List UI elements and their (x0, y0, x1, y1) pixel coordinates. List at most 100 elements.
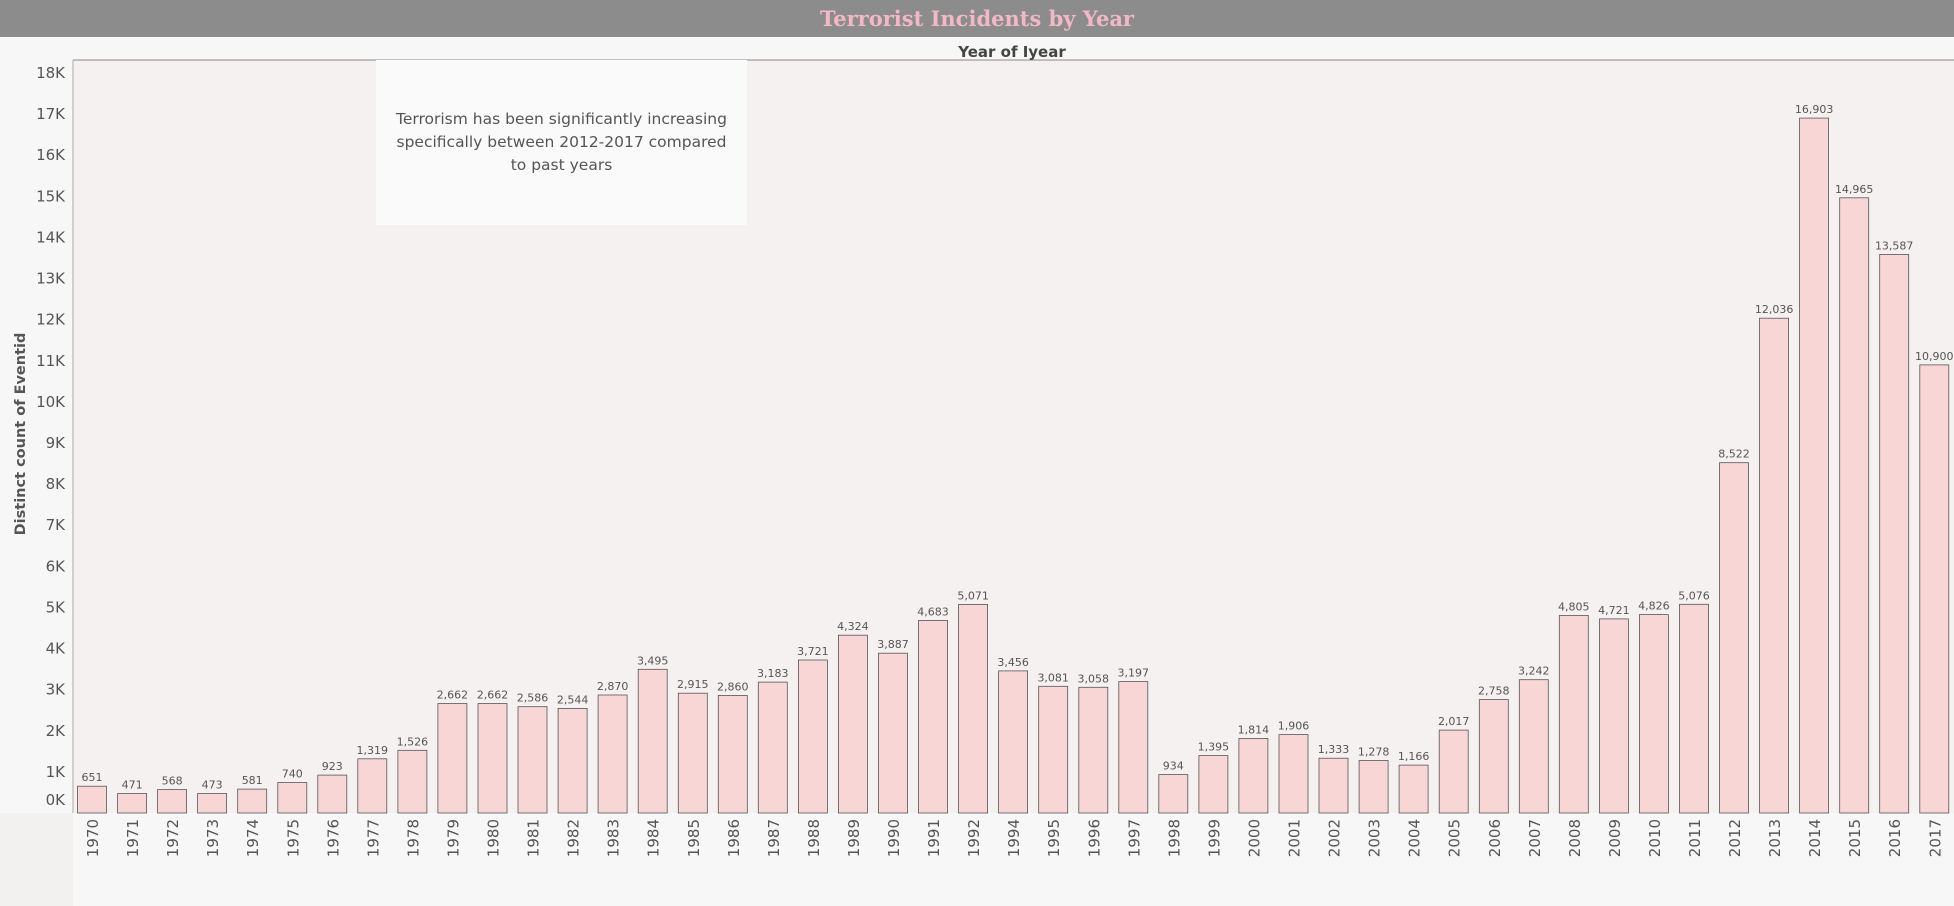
bar[interactable] (517, 706, 548, 814)
data-label: 1,906 (1278, 720, 1310, 733)
x-tick-label: 2017 (1926, 819, 1944, 857)
data-label: 3,242 (1518, 665, 1550, 678)
x-axis-ticks: 1970 1971 1972 1973 1974 1975 1976 1977 1978 1979… (84, 819, 1944, 857)
bar[interactable] (1558, 615, 1589, 814)
y-tick-label: 4K (46, 640, 67, 658)
bar[interactable] (1238, 738, 1269, 814)
x-tick-label: 1994 (1005, 819, 1023, 857)
bar[interactable] (1398, 764, 1429, 814)
bar[interactable] (958, 604, 988, 814)
data-label: 10,900 (1915, 350, 1954, 363)
x-tick-label: 2009 (1606, 819, 1624, 857)
x-tick-label: 2000 (1245, 819, 1263, 857)
bar[interactable] (1719, 462, 1749, 814)
data-label: 934 (1163, 760, 1184, 773)
bar[interactable] (1759, 317, 1789, 814)
x-tick-label: 1985 (685, 819, 703, 857)
x-tick-label: 1997 (1125, 819, 1143, 857)
bar[interactable] (557, 708, 588, 814)
y-tick-label: 0K (46, 791, 67, 809)
data-label: 1,319 (357, 744, 389, 757)
bar[interactable] (677, 692, 708, 814)
data-label: 1,166 (1398, 750, 1430, 763)
data-label: 8,522 (1718, 448, 1750, 461)
y-tick-label: 2K (46, 722, 67, 740)
bar[interactable] (918, 620, 948, 814)
x-tick-label: 1979 (444, 819, 462, 857)
bar[interactable] (1679, 603, 1709, 814)
bar[interactable] (838, 634, 868, 814)
bar[interactable] (1879, 253, 1910, 814)
x-tick-label: 2002 (1326, 819, 1344, 857)
y-tick-label: 1K (46, 763, 67, 781)
bar[interactable] (1038, 685, 1069, 814)
bar[interactable] (397, 749, 428, 814)
bar[interactable] (998, 670, 1028, 814)
bar[interactable] (597, 694, 628, 814)
bar[interactable] (1118, 681, 1149, 814)
bar[interactable] (1919, 364, 1950, 814)
x-tick-label: 2008 (1566, 819, 1584, 857)
bar[interactable] (77, 785, 107, 814)
bar[interactable] (277, 782, 308, 814)
bar[interactable] (637, 668, 668, 814)
x-tick-label: 1986 (725, 819, 743, 857)
bar[interactable] (477, 703, 508, 814)
x-tick-label: 1976 (324, 819, 342, 857)
bar[interactable] (1639, 614, 1669, 814)
x-tick-label: 1982 (565, 819, 583, 857)
y-tick-label: 11K (36, 352, 66, 370)
bar[interactable] (117, 793, 147, 814)
bar[interactable] (1358, 760, 1389, 814)
page-title: Terrorist Incidents by Year (820, 6, 1134, 31)
bar[interactable] (1078, 686, 1109, 814)
bar[interactable] (437, 703, 468, 814)
bar[interactable] (1799, 117, 1829, 814)
bar[interactable] (878, 652, 908, 814)
y-tick-label: 9K (46, 434, 67, 452)
x-tick-label: 2007 (1526, 819, 1544, 857)
bar[interactable] (1599, 618, 1629, 814)
bar[interactable] (317, 774, 348, 814)
y-tick-label: 17K (36, 105, 66, 123)
bar[interactable] (357, 758, 388, 814)
bar[interactable] (757, 681, 788, 814)
bar[interactable] (1518, 679, 1549, 814)
bar[interactable] (237, 788, 268, 814)
x-tick-label: 1981 (525, 819, 543, 857)
x-tick-label: 1977 (364, 819, 382, 857)
x-tick-label: 2010 (1646, 819, 1664, 857)
data-label: 651 (82, 771, 103, 784)
y-tick-label: 8K (46, 475, 67, 493)
bar[interactable] (1158, 774, 1189, 814)
data-label: 3,197 (1118, 667, 1150, 680)
annotation-box: Terrorism has been significantly increas… (376, 60, 747, 225)
bar[interactable] (157, 789, 188, 814)
bar[interactable] (1839, 197, 1870, 814)
data-label: 1,395 (1198, 741, 1230, 754)
data-label: 4,826 (1638, 600, 1670, 613)
data-label: 1,333 (1318, 743, 1350, 756)
bar[interactable] (1478, 699, 1509, 814)
x-tick-label: 1973 (204, 819, 222, 857)
data-label: 2,662 (477, 689, 509, 702)
y-tick-label: 14K (36, 228, 66, 246)
bar[interactable] (1278, 734, 1309, 814)
x-tick-label: 1975 (284, 819, 302, 857)
title-bar: Terrorist Incidents by Year (0, 0, 1954, 37)
x-tick-label: 1983 (605, 819, 623, 857)
bar[interactable] (798, 659, 828, 814)
x-tick-label: 1996 (1085, 819, 1103, 857)
x-tick-label: 2004 (1406, 819, 1424, 857)
x-tick-label: 1991 (925, 819, 943, 857)
bar[interactable] (717, 695, 748, 814)
data-label: 740 (282, 768, 303, 781)
bar[interactable] (1438, 729, 1469, 814)
x-tick-label: 1987 (765, 819, 783, 857)
bar[interactable] (1198, 755, 1229, 814)
bar[interactable] (197, 793, 228, 814)
bar[interactable] (1318, 757, 1349, 814)
data-label: 568 (162, 775, 183, 788)
data-label: 4,805 (1558, 601, 1590, 614)
column-header: Year of Iyear (957, 43, 1066, 61)
